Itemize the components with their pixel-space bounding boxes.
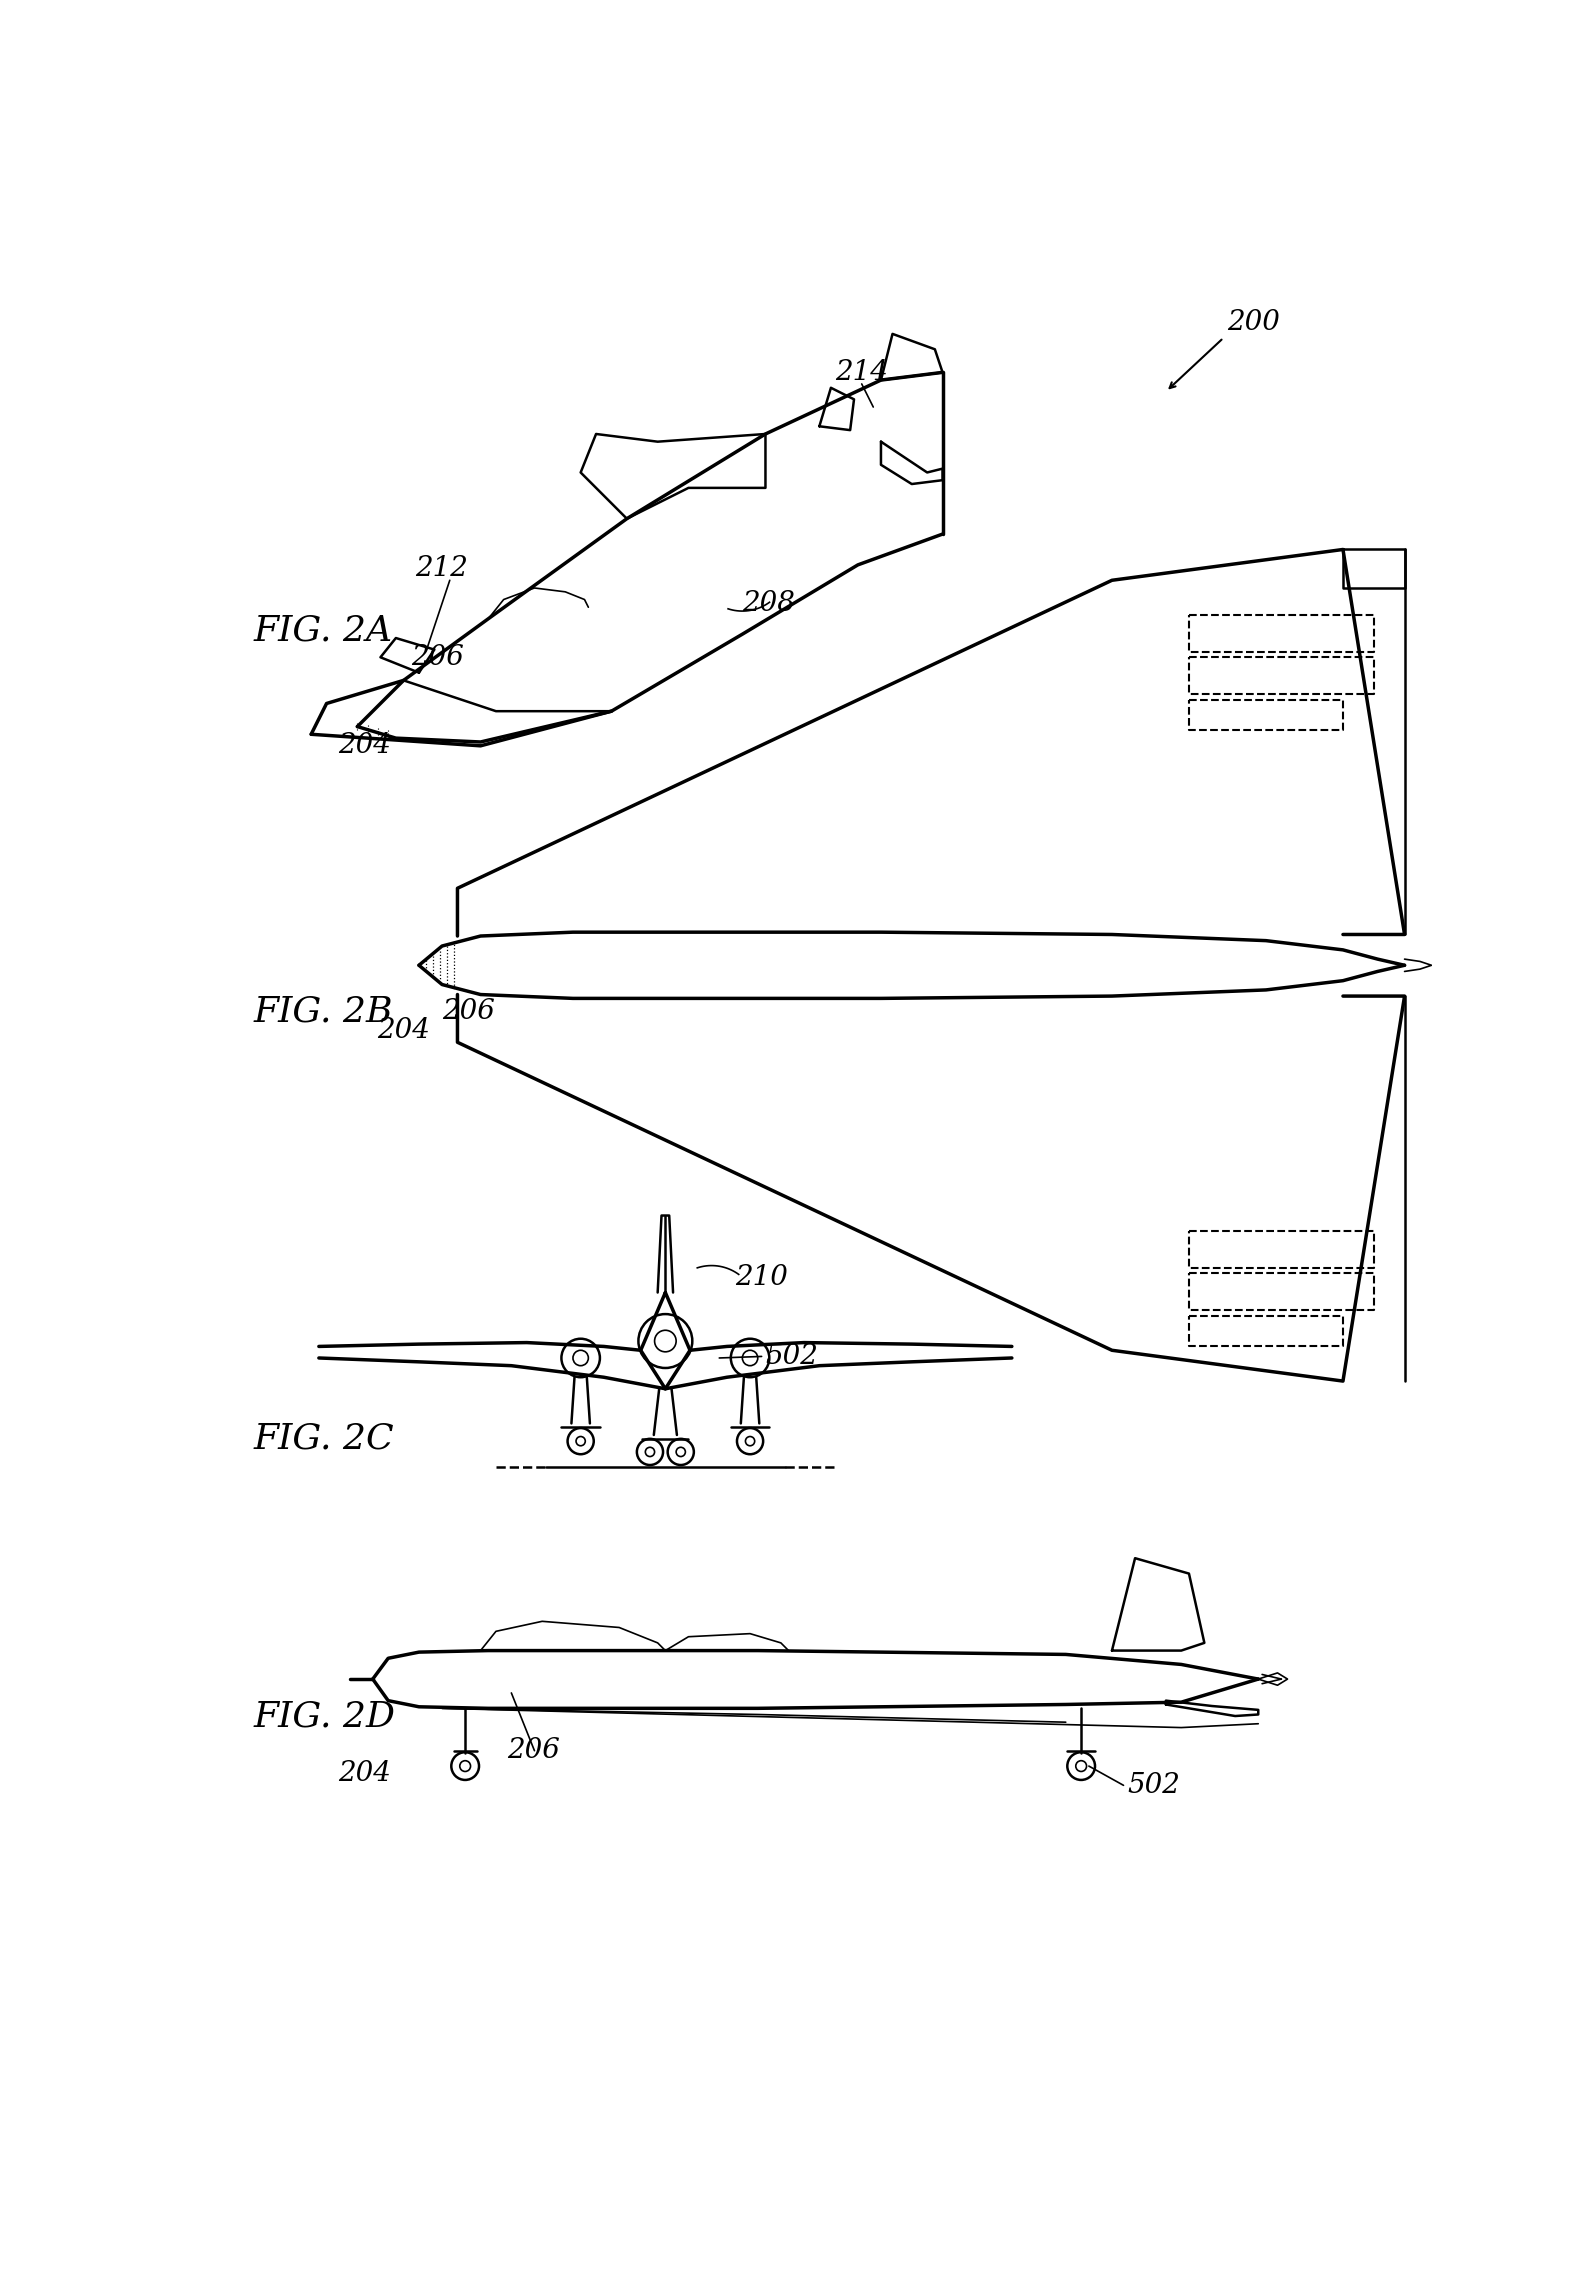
Text: 204: 204	[338, 733, 391, 760]
Text: FIG. 2C: FIG. 2C	[254, 1423, 394, 1457]
Text: 206: 206	[412, 644, 464, 672]
Text: 502: 502	[1128, 1772, 1180, 1799]
Text: 214: 214	[834, 359, 888, 386]
Text: FIG. 2B: FIG. 2B	[254, 994, 392, 1028]
Text: 212: 212	[415, 556, 467, 583]
Text: 206: 206	[442, 998, 494, 1026]
Text: FIG. 2D: FIG. 2D	[254, 1699, 396, 1734]
Text: 502: 502	[766, 1343, 818, 1370]
Text: FIG. 2A: FIG. 2A	[254, 613, 392, 647]
Text: 210: 210	[735, 1264, 788, 1291]
Text: 200: 200	[1228, 309, 1281, 336]
Text: 208: 208	[742, 590, 796, 617]
Text: 206: 206	[507, 1738, 560, 1765]
Text: 204: 204	[376, 1017, 429, 1044]
Text: 204: 204	[338, 1761, 391, 1788]
